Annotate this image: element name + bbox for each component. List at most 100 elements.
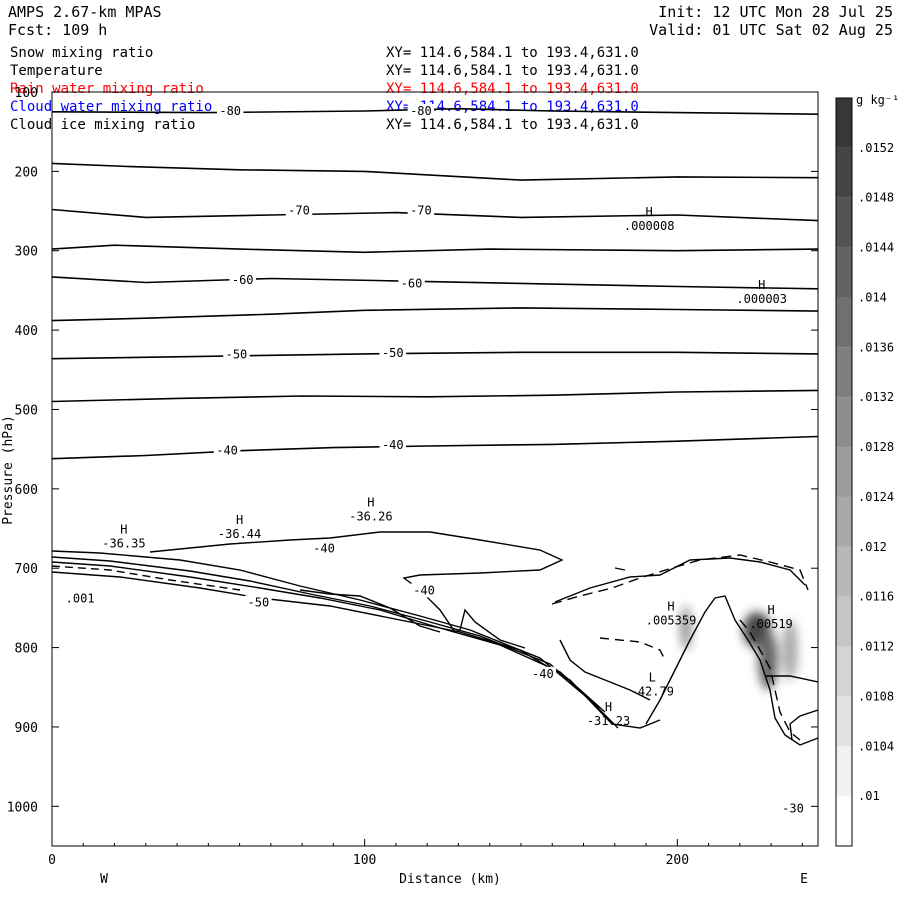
- field-name: Cloud ice mixing ratio: [10, 117, 195, 133]
- field-coords: XY= 114.6,584.1 to 193.4,631.0: [386, 45, 639, 61]
- extremum-kind: H: [767, 603, 774, 617]
- colorbar-label: .0124: [858, 490, 894, 504]
- field-coords: XY= 114.6,584.1 to 193.4,631.0: [386, 117, 639, 133]
- isotherm-line: [52, 389, 818, 403]
- extremum-value: -36.26: [349, 509, 392, 523]
- field-name: Rain water mixing ratio: [10, 81, 204, 97]
- contour-labels: -80 -80 -70 -70 -60 -60 -50 -50 -40 -40 -40 -40 -50 -…: [63, 104, 807, 816]
- label-bg: [245, 595, 272, 610]
- contour-label: -50: [248, 595, 270, 609]
- extremum-kind: H: [120, 522, 127, 536]
- isotherm-line: [52, 435, 818, 460]
- label-bg: [779, 801, 807, 816]
- y-tick-label: 400: [15, 324, 38, 339]
- extremum-value: -36.44: [218, 527, 261, 541]
- colorbar-bin: [836, 696, 852, 747]
- colorbar-label: .0144: [858, 241, 894, 255]
- colorbar-frame: [835, 97, 853, 847]
- label-bg: [398, 276, 425, 291]
- field-list: Snow mixing ratio XY= 114.6,584.1 to 193.…: [10, 45, 639, 133]
- colorbar-bin: [836, 596, 852, 647]
- extremum-kind: H: [646, 205, 653, 219]
- isotherm-lines: [52, 107, 818, 460]
- label-bg: [529, 666, 557, 681]
- label-bg: [379, 438, 407, 453]
- colorbar-bin: [836, 746, 852, 797]
- x-axis: 0 100 200: [48, 839, 803, 868]
- colorbar-bin: [836, 347, 852, 398]
- extremum-kind: H: [758, 278, 765, 292]
- forecast-hour: Fcst: 109 h: [8, 21, 107, 39]
- contour-label: -70: [288, 203, 310, 217]
- contour-label: .001: [66, 591, 95, 605]
- valid-time: Valid: 01 UTC Sat 02 Aug 25: [649, 21, 893, 39]
- label-bg: [407, 104, 435, 119]
- x-tick-label: 200: [666, 853, 689, 868]
- extremum-kind: H: [605, 700, 612, 714]
- colorbar-label: .0108: [858, 689, 894, 703]
- colorbar-label: .0132: [858, 390, 894, 404]
- moisture-shading: [680, 606, 798, 690]
- colorbar-label: .01: [858, 789, 880, 803]
- colorbar-bin: [836, 646, 852, 697]
- colorbar-label: .0152: [858, 141, 894, 155]
- y-tick-label: 200: [15, 165, 38, 180]
- y-axis-label: Pressure (hPa): [1, 415, 16, 525]
- plot-frame: [51, 91, 819, 847]
- label-bg: [216, 104, 244, 119]
- contour-label: -60: [401, 276, 423, 290]
- colorbar-bin: [836, 796, 852, 846]
- colorbar-unit: g kg⁻¹: [856, 93, 899, 107]
- west-label: W: [100, 872, 108, 887]
- colorbar-label: .014: [858, 290, 887, 304]
- extremum-kind: H: [367, 495, 374, 509]
- contour-label: -50: [382, 346, 404, 360]
- label-bg: [213, 443, 241, 458]
- label-bg: [285, 203, 313, 218]
- extremum-kind: H: [667, 599, 674, 613]
- contour-label: -50: [226, 348, 248, 362]
- colorbar-label: .0136: [858, 340, 894, 354]
- extremum-value: .000008: [624, 219, 675, 233]
- extremum-value: .000003: [736, 292, 787, 306]
- colorbar-bin: [836, 297, 852, 348]
- extremum-kind: H: [236, 513, 243, 527]
- y-axis: 100 200 300 400 500 600 700 800 900 1000: [7, 86, 818, 815]
- colorbar-label: .0104: [858, 739, 894, 753]
- extremum-value: .005359: [646, 613, 697, 627]
- label-bg: [229, 273, 256, 288]
- colorbar-bin: [836, 98, 852, 148]
- y-tick-label: 600: [15, 483, 38, 498]
- label-bg: [223, 347, 250, 362]
- label-bg: [63, 591, 98, 606]
- isotherm-line: [52, 208, 818, 222]
- contour-label: -40: [382, 438, 404, 452]
- lower-contours: [52, 531, 818, 746]
- extremum-value: -31.23: [587, 714, 630, 728]
- x-axis-label: Distance (km): [399, 872, 501, 887]
- colorbar-bin: [836, 496, 852, 547]
- y-tick-label: 100: [15, 86, 38, 101]
- isotherm-line: [52, 276, 818, 290]
- colorbar-label: .0116: [858, 590, 894, 604]
- isotherm-line: [52, 351, 818, 360]
- contour-label: -80: [410, 104, 432, 118]
- extremum-kind: L: [649, 671, 656, 685]
- y-tick-label: 300: [15, 245, 38, 260]
- y-tick-label: 1000: [7, 800, 38, 815]
- contour-label: -30: [782, 802, 804, 816]
- east-label: E: [800, 872, 808, 887]
- contour-label: -40: [532, 667, 554, 681]
- contour-label: -60: [232, 273, 254, 287]
- colorbar-bin: [836, 447, 852, 497]
- field-name: Cloud water mixing ratio: [10, 99, 212, 115]
- extremum-value: .00519: [749, 617, 792, 631]
- y-tick-label: 500: [15, 403, 38, 418]
- isotherm-line: [52, 307, 818, 322]
- colorbar-bin: [836, 197, 852, 248]
- colorbar-label: .0112: [858, 640, 894, 654]
- field-coords: XY= 114.6,584.1 to 193.4,631.0: [386, 63, 639, 79]
- label-bg: [407, 203, 435, 218]
- extremum-value: -36.35: [102, 536, 145, 550]
